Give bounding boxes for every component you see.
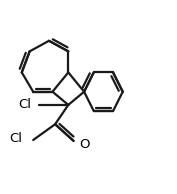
Text: O: O — [80, 138, 90, 151]
Text: Cl: Cl — [9, 132, 22, 145]
Text: Cl: Cl — [18, 98, 31, 111]
